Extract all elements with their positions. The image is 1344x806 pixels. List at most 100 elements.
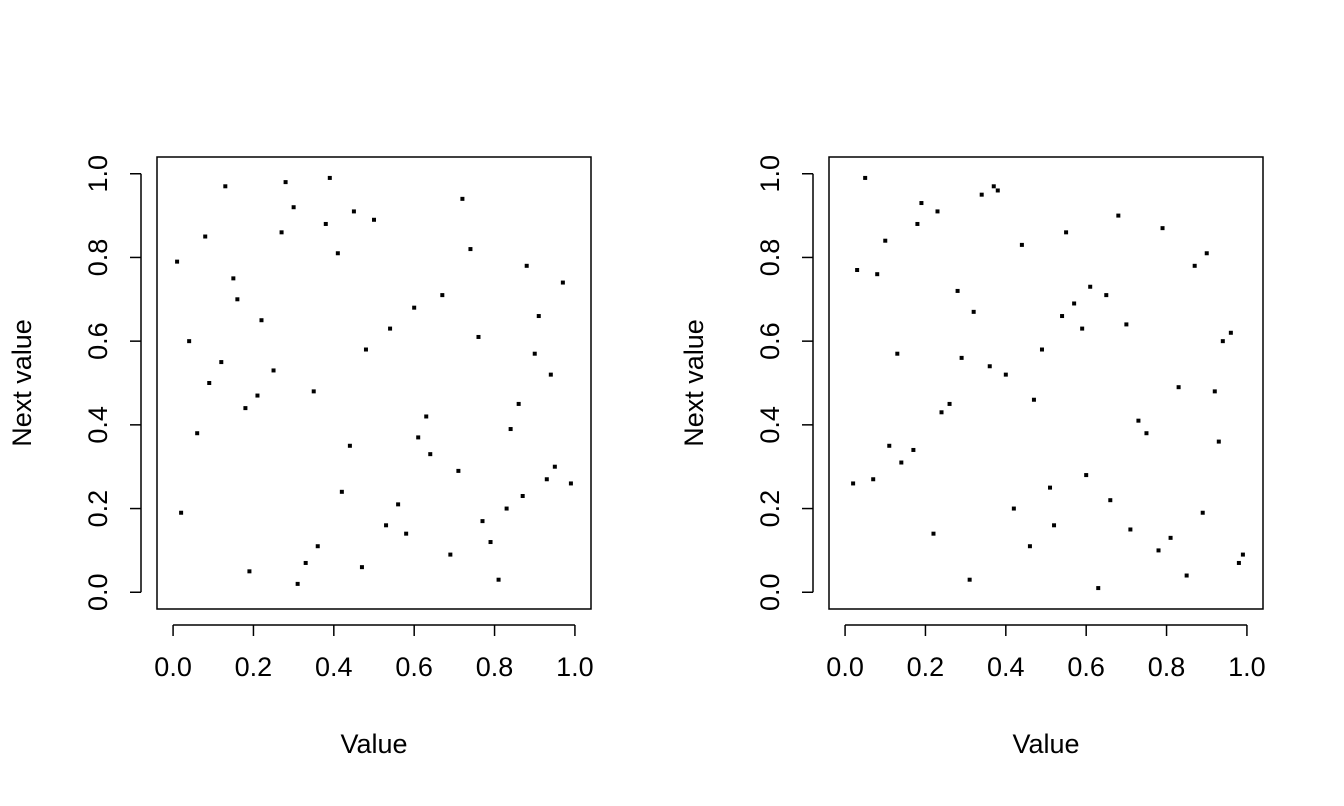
point: [875, 272, 880, 277]
point: [219, 360, 224, 365]
point: [883, 238, 888, 243]
point: [887, 443, 892, 448]
point: [1072, 301, 1077, 306]
point: [911, 447, 916, 452]
point: [339, 489, 344, 494]
point: [1039, 347, 1044, 352]
point: [568, 481, 573, 486]
point: [1160, 226, 1165, 231]
point: [1168, 535, 1173, 540]
y-tick-label: 1.0: [755, 155, 785, 193]
x-tick-label: 0.2: [907, 652, 945, 682]
point: [1096, 586, 1101, 591]
point: [404, 531, 409, 536]
point: [255, 393, 260, 398]
point: [476, 334, 481, 339]
point: [508, 427, 513, 432]
y-tick-label: 1.0: [83, 155, 113, 193]
point: [179, 510, 184, 515]
point: [959, 355, 964, 360]
point: [931, 531, 936, 536]
point: [1220, 339, 1225, 344]
point: [532, 351, 537, 356]
y-tick-label: 0.8: [755, 239, 785, 277]
point: [1136, 418, 1141, 423]
point: [448, 552, 453, 557]
point: [291, 205, 296, 210]
point: [871, 477, 876, 482]
y-tick-label: 0.0: [83, 573, 113, 611]
point: [303, 560, 308, 565]
point: [544, 477, 549, 482]
point: [1240, 552, 1245, 557]
point: [1184, 573, 1189, 578]
point: [440, 293, 445, 298]
point: [195, 431, 200, 436]
point: [524, 263, 529, 268]
point: [1128, 527, 1133, 532]
point: [335, 251, 340, 256]
point: [1060, 314, 1065, 319]
point: [863, 175, 868, 180]
x-tick-label: 0.4: [315, 652, 353, 682]
point: [971, 309, 976, 314]
plot-frame: [156, 156, 592, 610]
point: [388, 326, 393, 331]
point: [456, 468, 461, 473]
point: [271, 368, 276, 373]
point: [1216, 439, 1221, 444]
point: [363, 347, 368, 352]
point: [1019, 242, 1024, 247]
point: [1011, 506, 1016, 511]
point: [1176, 385, 1181, 390]
point: [1108, 498, 1113, 503]
x-tick-label: 0.2: [235, 652, 273, 682]
point: [935, 209, 940, 214]
point: [504, 506, 509, 511]
point: [1204, 251, 1209, 256]
point: [460, 196, 465, 201]
point: [351, 209, 356, 214]
point: [347, 443, 352, 448]
point: [295, 581, 300, 586]
point: [520, 494, 525, 498]
point: [1228, 330, 1233, 335]
x-tick-label: 0.4: [987, 652, 1025, 682]
point: [235, 297, 240, 302]
point: [915, 221, 920, 226]
point: [987, 364, 992, 369]
point: [855, 268, 860, 272]
x-tick-label: 1.0: [556, 652, 594, 682]
point: [283, 180, 288, 185]
point: [279, 230, 284, 235]
point: [1080, 326, 1085, 331]
point: [223, 184, 228, 189]
point: [187, 339, 192, 344]
point: [384, 523, 389, 528]
point: [488, 540, 493, 545]
point: [516, 401, 521, 406]
y-tick-label: 0.2: [83, 490, 113, 528]
point: [1104, 293, 1109, 298]
x-axis-label: Value: [1012, 729, 1079, 759]
point: [991, 184, 996, 189]
point: [851, 481, 856, 486]
point: [560, 280, 565, 285]
y-tick-label: 0.0: [755, 573, 785, 611]
point: [175, 259, 180, 264]
point: [1156, 548, 1161, 553]
point: [311, 389, 316, 394]
point: [1212, 389, 1217, 394]
y-tick-label: 0.2: [755, 490, 785, 528]
x-tick-label: 0.8: [476, 652, 514, 682]
point: [947, 401, 952, 406]
point: [259, 318, 264, 323]
point: [1003, 372, 1008, 377]
point: [1144, 431, 1149, 436]
y-tick-label: 0.6: [755, 322, 785, 360]
point: [247, 569, 252, 574]
x-axis-label: Value: [340, 729, 407, 759]
point: [231, 276, 236, 281]
point: [243, 406, 248, 411]
point: [1031, 397, 1036, 402]
